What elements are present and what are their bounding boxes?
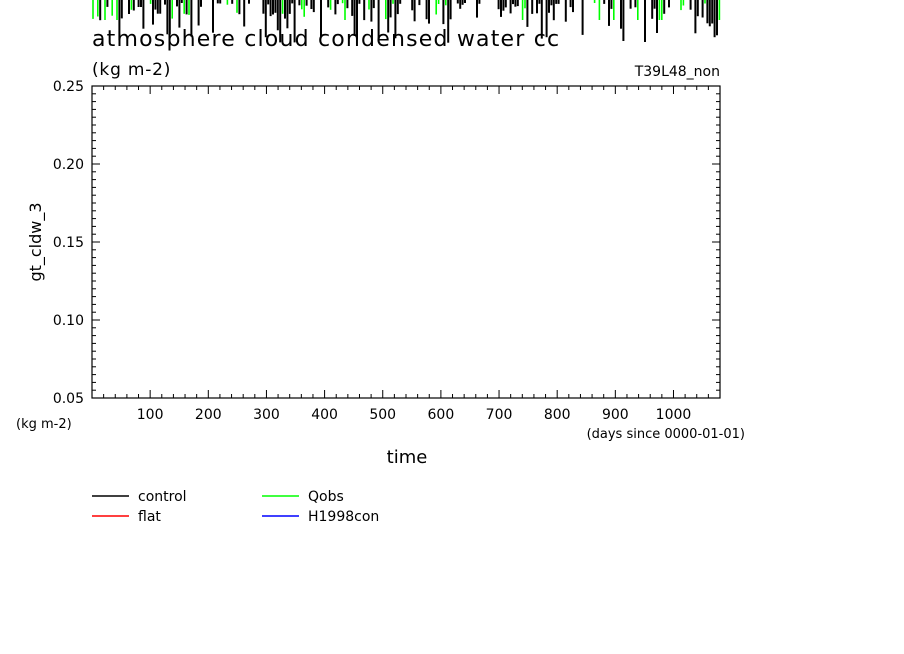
off-scale-data-spikes [92,0,721,43]
x-axis-label: time [387,447,428,468]
x-tick-label: 900 [602,407,629,423]
x-tick-label: 700 [486,407,513,423]
x-tick-label: 200 [195,407,222,423]
legend-label: flat [138,509,161,525]
y-axis-label: gt_cldw_3 [26,202,46,281]
x-tick-label: 500 [369,407,396,423]
x-tick-label: 600 [428,407,455,423]
y-tick-label: 0.25 [53,79,84,95]
x-tick-label: 300 [253,407,280,423]
plot-area [91,85,721,399]
y-tick-label: 0.20 [53,157,84,173]
y-units-label: (kg m-2) [16,417,72,432]
legend: control flat Qobs H1998con [92,489,379,525]
units-label: (kg m-2) [92,60,171,80]
y-tick-label: 0.15 [53,235,84,251]
x-tick-label: 800 [544,407,571,423]
legend-label: control [138,489,187,505]
y-tick-label: 0.10 [53,313,84,329]
run-label: T39L48_non [634,64,720,80]
x-tick-label: 100 [137,407,164,423]
x-tick-label: 400 [311,407,338,423]
y-tick-labels: 0.05 0.10 0.15 0.20 0.25 [53,79,84,407]
y-tick-label: 0.05 [53,391,84,407]
x-tick-labels: 100 200 300 400 500 600 700 800 900 1000 [137,407,692,423]
legend-label: H1998con [308,509,379,525]
legend-label: Qobs [308,489,344,505]
x-units-label: (days since 0000-01-01) [587,427,745,442]
axis-ticks [92,86,720,398]
x-tick-label: 1000 [656,407,692,423]
chart-title: atmosphere cloud condensed water cc [92,27,560,52]
